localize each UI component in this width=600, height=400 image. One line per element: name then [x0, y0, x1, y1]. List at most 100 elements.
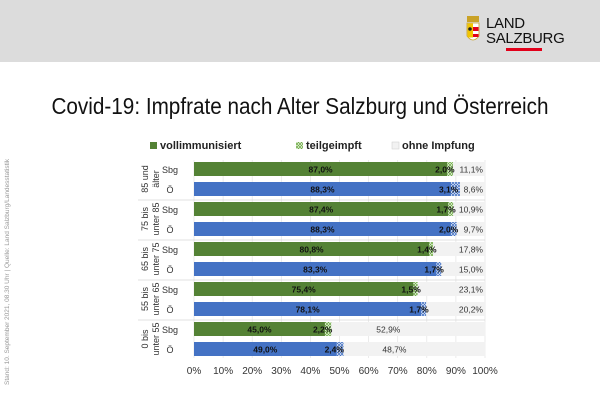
segment-ohne-impfung — [426, 302, 485, 316]
logo-line2: SALZBURG — [486, 30, 565, 47]
legend-swatch — [391, 141, 400, 150]
data-label: 9,7% — [464, 225, 484, 235]
data-label: 8,6% — [464, 185, 484, 195]
segment-vollimmunisiert — [194, 342, 337, 356]
group-label-line: 55 bis — [140, 286, 150, 311]
group-label: 85 undälter — [140, 165, 161, 193]
segment-teilgeimpft — [447, 162, 453, 176]
segment-vollimmunisiert — [194, 202, 449, 216]
data-label: 80,8% — [300, 245, 325, 255]
row-label: Sbg — [162, 245, 178, 255]
x-tick-label: 90% — [446, 366, 466, 377]
data-label: 87,0% — [309, 165, 334, 175]
data-label: 87,4% — [309, 205, 334, 215]
x-tick-label: 60% — [359, 366, 379, 377]
row-label: Sbg — [162, 165, 178, 175]
data-label: 2,2% — [313, 325, 333, 335]
x-tick-label: 70% — [388, 366, 408, 377]
row-label: Ö — [166, 265, 173, 275]
segment-ohne-impfung — [441, 262, 485, 276]
x-tick-label: 80% — [417, 366, 437, 377]
segment-vollimmunisiert — [194, 162, 448, 176]
data-label: 2,4% — [325, 345, 345, 355]
data-label: 15,0% — [459, 265, 484, 275]
data-label: 1,4% — [417, 245, 437, 255]
row-label: Sbg — [162, 205, 178, 215]
group-label-line: unter 85 — [151, 202, 161, 235]
segment-ohne-impfung — [459, 182, 485, 196]
data-label: 23,1% — [459, 285, 484, 295]
legend-label: vollimmunisiert — [160, 140, 242, 152]
segment-vollimmunisiert — [194, 222, 451, 236]
segment-ohne-impfung — [452, 162, 486, 176]
group-label-line: unter 65 — [151, 282, 161, 315]
data-label: 11,1% — [460, 165, 484, 175]
header-band: LAND SALZBURG — [0, 0, 600, 62]
segment-ohne-impfung — [343, 342, 486, 356]
data-label: 1,5% — [401, 285, 421, 295]
segment-vollimmunisiert — [194, 322, 325, 336]
group-label-line: 0 bis — [140, 329, 150, 349]
segment-vollimmunisiert — [194, 302, 422, 316]
segment-ohne-impfung — [331, 322, 486, 336]
legend-label: teilgeimpft — [306, 140, 362, 152]
segment-ohne-impfung — [453, 202, 485, 216]
group-label-line: unter 55 — [151, 322, 161, 355]
segment-teilgeimpft — [450, 182, 460, 196]
data-label: 2,0% — [435, 165, 455, 175]
segment-teilgeimpft — [336, 342, 344, 356]
logo-underline — [506, 48, 542, 51]
group-label-line: 75 bis — [140, 206, 150, 231]
data-label: 78,1% — [296, 305, 321, 315]
segment-teilgeimpft — [448, 202, 454, 216]
data-label: 88,3% — [310, 225, 335, 235]
data-label: 75,4% — [292, 285, 317, 295]
x-tick-label: 30% — [271, 366, 291, 377]
data-label: 48,7% — [382, 345, 407, 355]
data-label: 52,9% — [376, 325, 401, 335]
x-tick-label: 10% — [213, 366, 233, 377]
data-label: 3,1% — [439, 185, 459, 195]
data-label: 45,0% — [247, 325, 272, 335]
data-label: 20,2% — [459, 305, 484, 315]
page-title: Covid-19: Impfrate nach Alter Salzburg u… — [51, 93, 549, 119]
segment-vollimmunisiert — [194, 282, 414, 296]
row-label: Ö — [166, 185, 173, 195]
data-label: 1,7% — [409, 305, 429, 315]
segment-teilgeimpft — [429, 242, 434, 256]
coat-of-arms-icon — [466, 16, 480, 41]
segment-vollimmunisiert — [194, 262, 437, 276]
group-label-line: 65 bis — [140, 246, 150, 271]
group-label: 65 bisunter 75 — [140, 242, 161, 275]
data-label: 83,3% — [303, 265, 328, 275]
data-label: 1,7% — [436, 205, 456, 215]
segment-vollimmunisiert — [194, 182, 451, 196]
data-label: 17,8% — [459, 245, 484, 255]
segment-teilgeimpft — [450, 222, 457, 236]
segment-teilgeimpft — [413, 282, 418, 296]
row-label: Sbg — [162, 285, 178, 295]
x-tick-label: 50% — [329, 366, 349, 377]
group-label: 0 bisunter 55 — [140, 322, 161, 355]
data-label: 49,0% — [253, 345, 278, 355]
logo-line1: LAND — [486, 15, 525, 32]
data-label: 2,0% — [439, 225, 459, 235]
legend-swatch — [150, 142, 157, 149]
segment-ohne-impfung — [417, 282, 485, 296]
row-label: Sbg — [162, 325, 178, 335]
group-label-line: älter — [151, 170, 161, 188]
legend-swatch — [296, 142, 303, 149]
legend-label: ohne Impfung — [402, 140, 475, 152]
segment-teilgeimpft — [324, 322, 332, 336]
x-tick-label: 20% — [242, 366, 262, 377]
row-label: Ö — [166, 345, 173, 355]
x-tick-label: 0% — [187, 366, 202, 377]
group-label: 75 bisunter 85 — [140, 202, 161, 235]
x-tick-label: 40% — [300, 366, 320, 377]
segment-ohne-impfung — [456, 222, 485, 236]
segment-teilgeimpft — [436, 262, 442, 276]
group-label-line: unter 75 — [151, 242, 161, 275]
segment-vollimmunisiert — [194, 242, 430, 256]
row-label: Ö — [166, 305, 173, 315]
land-salzburg-logo: LAND SALZBURG — [466, 14, 576, 54]
